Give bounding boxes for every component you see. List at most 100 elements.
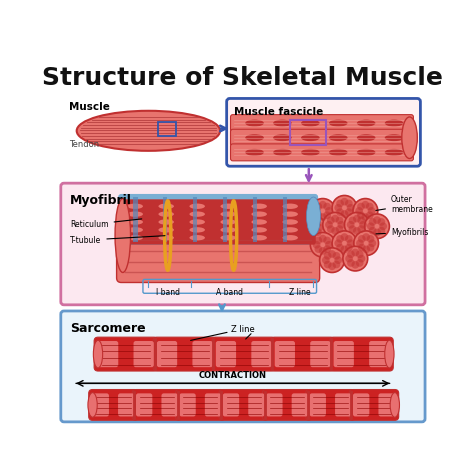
Ellipse shape <box>336 208 344 216</box>
Ellipse shape <box>310 218 317 226</box>
Ellipse shape <box>158 227 174 233</box>
FancyBboxPatch shape <box>175 390 225 420</box>
Ellipse shape <box>356 250 364 258</box>
Ellipse shape <box>245 119 264 127</box>
Bar <box>223 197 228 242</box>
Ellipse shape <box>313 241 320 248</box>
FancyBboxPatch shape <box>61 183 425 305</box>
Ellipse shape <box>251 227 267 233</box>
Ellipse shape <box>283 211 298 217</box>
Ellipse shape <box>323 212 347 237</box>
Ellipse shape <box>314 245 322 253</box>
FancyBboxPatch shape <box>153 337 217 371</box>
Ellipse shape <box>390 392 400 417</box>
Ellipse shape <box>354 231 379 255</box>
Ellipse shape <box>220 235 236 240</box>
FancyBboxPatch shape <box>216 341 236 367</box>
FancyBboxPatch shape <box>223 393 239 417</box>
FancyBboxPatch shape <box>120 231 316 245</box>
Ellipse shape <box>334 239 342 247</box>
Text: I band: I band <box>156 288 180 297</box>
Ellipse shape <box>324 261 331 268</box>
FancyBboxPatch shape <box>330 337 393 371</box>
Ellipse shape <box>310 199 335 223</box>
FancyBboxPatch shape <box>134 341 154 367</box>
Ellipse shape <box>323 211 331 219</box>
Ellipse shape <box>307 197 320 236</box>
Text: CONTRACTION: CONTRACTION <box>199 371 267 380</box>
Ellipse shape <box>334 204 342 212</box>
Ellipse shape <box>128 203 143 209</box>
Bar <box>193 197 198 242</box>
Ellipse shape <box>362 233 370 241</box>
Ellipse shape <box>368 239 376 247</box>
Ellipse shape <box>373 216 381 224</box>
Bar <box>163 197 167 242</box>
Ellipse shape <box>314 237 322 244</box>
FancyBboxPatch shape <box>275 341 295 367</box>
Ellipse shape <box>115 199 130 273</box>
Ellipse shape <box>314 228 322 236</box>
FancyBboxPatch shape <box>310 341 330 367</box>
Ellipse shape <box>128 235 143 240</box>
FancyBboxPatch shape <box>61 311 425 422</box>
Ellipse shape <box>310 232 335 257</box>
Ellipse shape <box>336 225 343 233</box>
Ellipse shape <box>128 211 143 217</box>
Ellipse shape <box>327 217 335 224</box>
FancyBboxPatch shape <box>118 393 135 417</box>
Ellipse shape <box>343 246 368 271</box>
Ellipse shape <box>310 230 317 238</box>
Ellipse shape <box>251 235 267 240</box>
Ellipse shape <box>357 255 365 263</box>
Ellipse shape <box>323 237 331 244</box>
FancyBboxPatch shape <box>212 337 275 371</box>
Ellipse shape <box>314 211 322 219</box>
Ellipse shape <box>273 119 292 127</box>
FancyBboxPatch shape <box>266 393 283 417</box>
Ellipse shape <box>385 119 403 127</box>
FancyBboxPatch shape <box>306 390 356 420</box>
Ellipse shape <box>251 219 267 225</box>
Text: Z line: Z line <box>289 288 310 297</box>
Ellipse shape <box>305 219 313 228</box>
Ellipse shape <box>303 224 311 232</box>
Ellipse shape <box>220 211 236 217</box>
Ellipse shape <box>373 228 381 237</box>
Ellipse shape <box>369 218 376 226</box>
Ellipse shape <box>245 149 264 156</box>
Ellipse shape <box>345 212 369 237</box>
Ellipse shape <box>351 261 359 269</box>
Text: Z line: Z line <box>231 325 255 334</box>
Ellipse shape <box>377 227 385 235</box>
Ellipse shape <box>357 119 375 127</box>
Ellipse shape <box>337 221 345 228</box>
Ellipse shape <box>333 261 340 268</box>
Ellipse shape <box>362 201 369 209</box>
Ellipse shape <box>314 203 322 210</box>
Ellipse shape <box>333 252 340 260</box>
FancyBboxPatch shape <box>369 341 390 367</box>
FancyBboxPatch shape <box>335 393 351 417</box>
FancyBboxPatch shape <box>349 390 399 420</box>
Ellipse shape <box>358 235 365 243</box>
Ellipse shape <box>345 200 353 207</box>
Ellipse shape <box>366 211 374 219</box>
Ellipse shape <box>305 228 313 236</box>
Ellipse shape <box>377 218 385 226</box>
FancyBboxPatch shape <box>230 115 413 132</box>
Ellipse shape <box>331 227 339 235</box>
Ellipse shape <box>324 252 331 260</box>
Ellipse shape <box>365 214 390 238</box>
Ellipse shape <box>385 134 403 141</box>
Ellipse shape <box>245 134 264 141</box>
Ellipse shape <box>368 207 375 215</box>
Ellipse shape <box>348 217 356 224</box>
Ellipse shape <box>328 250 336 258</box>
Ellipse shape <box>283 235 298 240</box>
Ellipse shape <box>319 213 327 221</box>
Ellipse shape <box>158 219 174 225</box>
Ellipse shape <box>353 199 378 223</box>
Ellipse shape <box>190 219 205 225</box>
FancyBboxPatch shape <box>157 341 177 367</box>
